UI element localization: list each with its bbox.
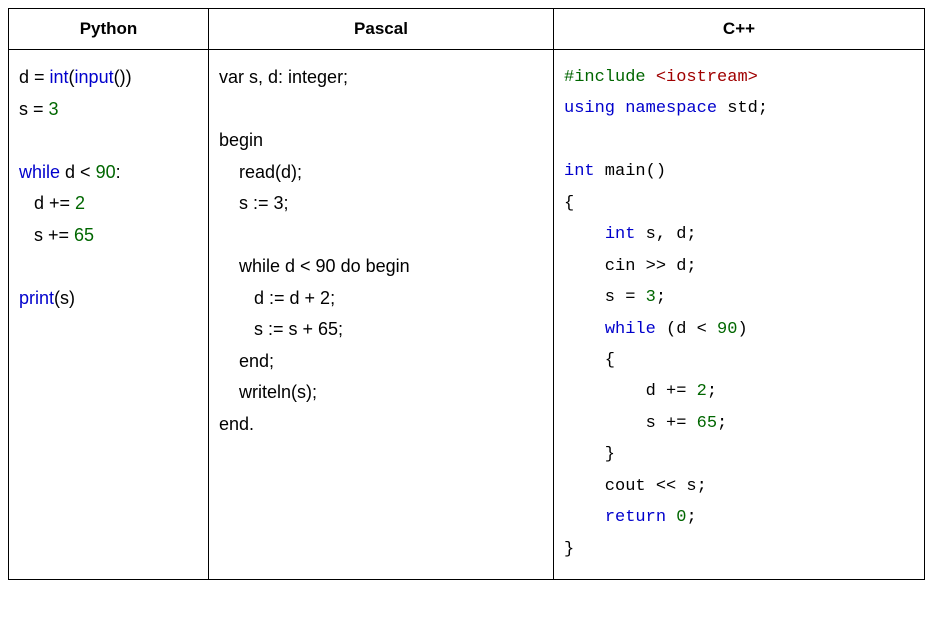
code-row: d = int(input()) s = 3 while d < 90: d +… xyxy=(9,50,925,580)
code-comparison-table: Python Pascal C++ d = int(input()) s = 3… xyxy=(8,8,925,580)
header-python: Python xyxy=(9,9,209,50)
header-pascal: Pascal xyxy=(209,9,554,50)
cell-pascal: var s, d: integer; begin read(d); s := 3… xyxy=(209,50,554,580)
cell-cpp: #include <iostream> using namespace std;… xyxy=(554,50,925,580)
python-code: d = int(input()) s = 3 while d < 90: d +… xyxy=(19,62,198,314)
cell-python: d = int(input()) s = 3 while d < 90: d +… xyxy=(9,50,209,580)
pascal-code: var s, d: integer; begin read(d); s := 3… xyxy=(219,62,543,440)
header-row: Python Pascal C++ xyxy=(9,9,925,50)
header-cpp: C++ xyxy=(554,9,925,50)
cpp-code: #include <iostream> using namespace std;… xyxy=(564,62,914,565)
